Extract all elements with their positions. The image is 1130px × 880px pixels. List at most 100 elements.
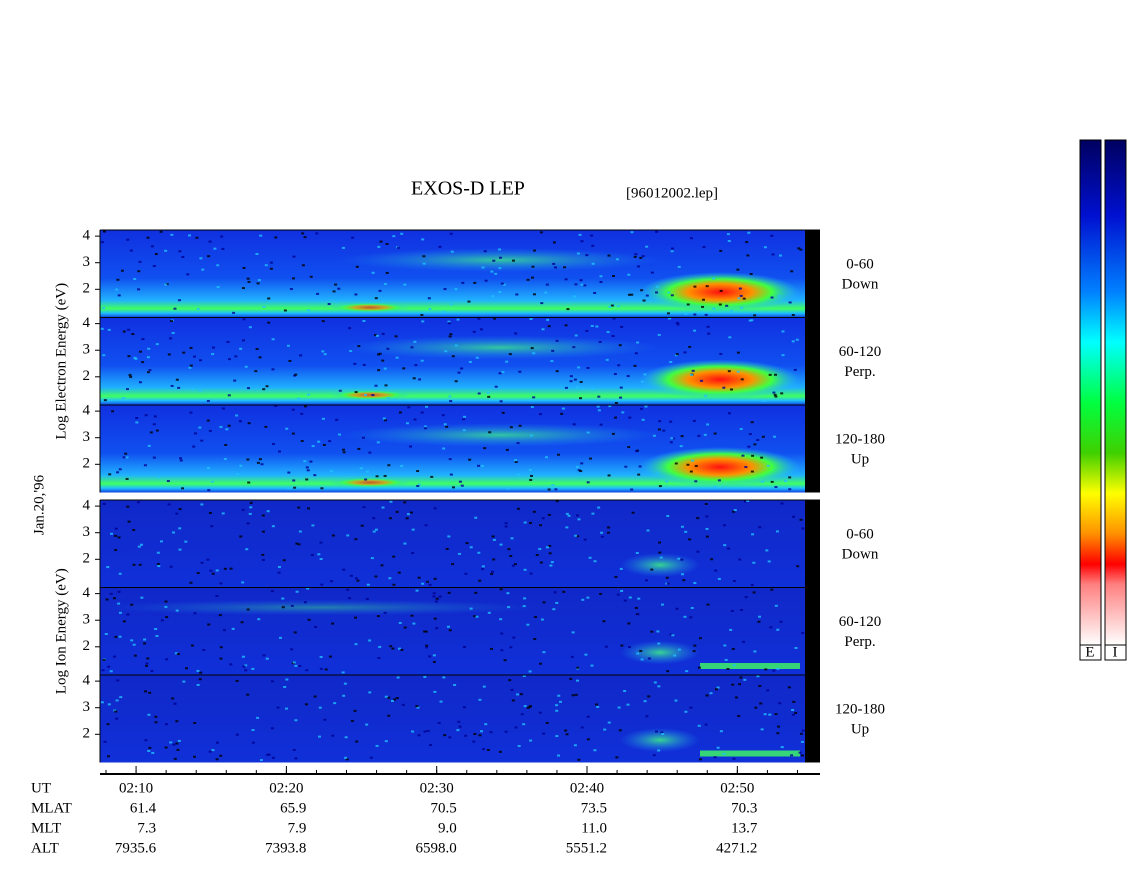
spectrogram-noise xyxy=(564,386,568,389)
spectrogram-noise xyxy=(116,471,120,474)
spectrogram-noise xyxy=(533,249,537,252)
spectrogram-noise xyxy=(780,392,784,395)
spectrogram-noise xyxy=(317,553,321,556)
spectrogram-noise xyxy=(348,597,352,600)
spectrogram-noise xyxy=(143,464,147,467)
spectrogram-noise xyxy=(247,280,251,283)
ephemeris-value: 65.9 xyxy=(280,800,306,816)
spectrogram-noise xyxy=(573,378,577,381)
spectrogram-noise xyxy=(241,581,245,584)
spectrogram-noise xyxy=(514,332,518,335)
spectrogram-noise xyxy=(656,630,660,633)
spectrogram-noise xyxy=(666,312,670,315)
spectrogram-noise xyxy=(208,750,212,753)
spectrogram-noise xyxy=(576,535,580,538)
spectrogram-noise xyxy=(628,416,632,419)
spectrogram-noise xyxy=(122,330,126,333)
spectrogram-noise xyxy=(175,720,179,723)
spectrogram-noise xyxy=(571,694,575,697)
spectrogram-noise xyxy=(192,355,196,358)
spectrogram-noise xyxy=(344,756,348,759)
y-axis-label: Log Electron Energy (eV) xyxy=(53,283,69,440)
spectrogram-noise xyxy=(693,285,697,288)
spectrogram-noise xyxy=(227,394,231,397)
spectrogram-noise xyxy=(178,508,182,511)
spectrogram-noise xyxy=(736,351,740,354)
spectrogram-noise xyxy=(766,689,770,692)
spectrogram-noise xyxy=(515,293,519,296)
spectrogram-noise xyxy=(201,268,205,271)
spectrogram-noise xyxy=(292,661,296,664)
y-tick-label: 3 xyxy=(83,342,91,358)
spectrogram-noise xyxy=(705,515,709,518)
panel-label: Perp. xyxy=(844,364,875,380)
spectrogram-noise xyxy=(410,346,414,349)
spectrogram-noise xyxy=(574,283,578,286)
spectrogram-noise xyxy=(178,527,182,530)
spectrogram-noise xyxy=(551,484,555,487)
spectrogram-noise xyxy=(532,510,536,513)
spectrogram-noise xyxy=(482,685,486,688)
spectrogram-noise xyxy=(249,506,253,509)
spectrogram-noise xyxy=(571,631,575,634)
spectrogram-noise xyxy=(124,452,128,455)
spectrogram-noise xyxy=(321,320,325,323)
spectrogram-noise xyxy=(117,590,121,593)
spectrogram-noise xyxy=(407,406,411,409)
spectrogram-noise xyxy=(618,344,622,347)
spectrogram-noise xyxy=(653,681,657,684)
spectrogram-noise xyxy=(732,510,736,513)
spectrogram-noise xyxy=(636,265,640,268)
spectrogram-noise xyxy=(406,513,410,516)
spectrogram-noise xyxy=(146,371,150,374)
spectrogram-noise xyxy=(115,288,119,291)
spectrogram-noise xyxy=(266,510,270,513)
spectrogram-noise xyxy=(754,706,758,709)
spectrogram-noise xyxy=(442,676,446,679)
ephemeris-label: MLT xyxy=(31,820,61,836)
spectrogram-noise xyxy=(706,603,710,606)
spectrogram-noise xyxy=(757,620,761,623)
spectrogram-noise xyxy=(236,473,240,476)
spectrogram-noise xyxy=(239,464,243,467)
spectrogram-noise xyxy=(732,664,736,667)
spectrogram-noise xyxy=(719,352,723,355)
spectrogram-noise xyxy=(643,373,647,376)
spectrogram-noise xyxy=(507,548,511,551)
spectrogram-noise xyxy=(607,721,611,724)
spectrogram-noise xyxy=(489,731,493,734)
spectrogram-noise xyxy=(689,616,693,619)
spectrogram-noise xyxy=(114,635,118,638)
spectrogram-noise xyxy=(323,353,327,356)
spectrogram-noise xyxy=(462,706,466,709)
spectrogram-noise xyxy=(137,288,141,291)
spectrogram-noise xyxy=(341,671,345,674)
spectrogram-noise xyxy=(219,657,223,660)
spectrogram-noise xyxy=(798,751,802,754)
y-tick-label: 2 xyxy=(83,281,91,297)
spectrogram-noise xyxy=(546,318,550,321)
spectrogram-noise xyxy=(551,349,555,352)
spectrogram-noise xyxy=(425,646,429,649)
spectrogram-noise xyxy=(794,711,798,714)
spectrogram-noise xyxy=(120,269,124,272)
spectrogram-noise xyxy=(509,554,513,557)
spectrogram-noise xyxy=(327,303,331,306)
spectrogram-feature xyxy=(640,359,800,400)
spectrogram-noise xyxy=(390,700,394,703)
spectrogram-noise xyxy=(285,678,289,681)
spectrogram-noise xyxy=(641,418,645,421)
spectrogram-noise xyxy=(424,427,428,430)
spectrogram-noise xyxy=(484,723,488,726)
spectrogram-noise xyxy=(472,740,476,743)
spectrogram-noise xyxy=(114,710,118,713)
spectrogram-noise xyxy=(730,609,734,612)
spectrogram-noise xyxy=(693,329,697,332)
spectrogram-noise xyxy=(169,565,173,568)
spectrogram-noise xyxy=(795,338,799,341)
data-gap xyxy=(805,587,820,675)
spectrogram-noise xyxy=(744,466,748,469)
spectrogram-noise xyxy=(219,646,223,649)
spectrogram-noise xyxy=(633,364,637,367)
spectrogram-noise xyxy=(759,702,763,705)
